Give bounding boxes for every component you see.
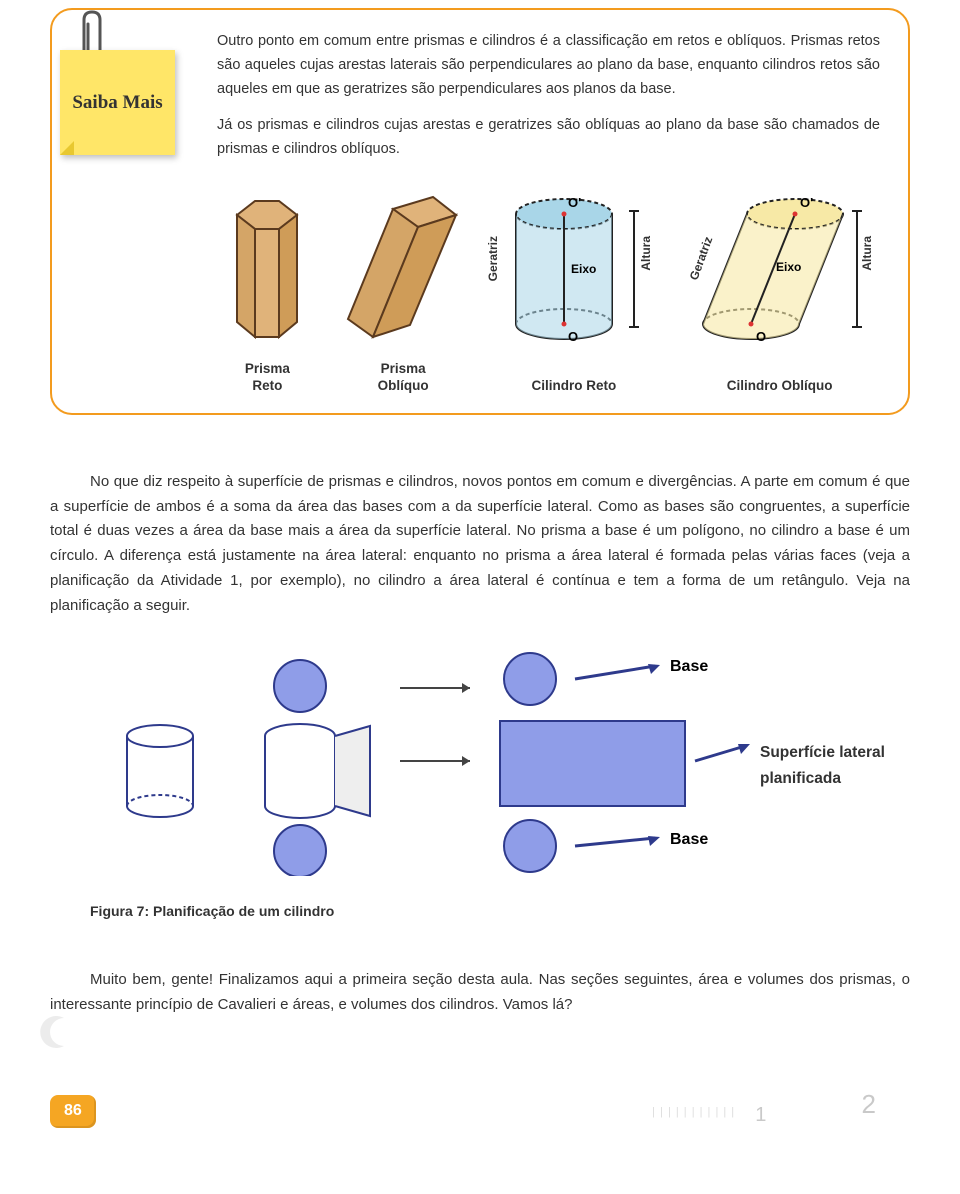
svg-prisma-reto: [217, 187, 317, 347]
lbl-altura-o: Altura: [858, 236, 878, 271]
lbl-base-top: Base: [670, 658, 708, 675]
shape-prisma-reto: Prisma Reto: [217, 187, 317, 395]
ruler-marks: | | | | | | | | | | | 1 2: [652, 1085, 880, 1128]
saiba-p1: Outro ponto em comum entre prismas e cil…: [217, 30, 880, 102]
lbl-geratriz-r: Geratriz: [484, 236, 504, 281]
svg-text:O: O: [568, 329, 578, 344]
shape-cilindro-obliquo: O' O Eixo Geratriz Altura Cilindro Oblíq…: [680, 189, 880, 395]
svg-text:O': O': [800, 195, 813, 210]
lbl-lateral: Superfície lateral planificada: [760, 740, 885, 791]
moon-icon: [40, 1004, 74, 1038]
sticky-note: Saiba Mais: [60, 50, 175, 155]
saiba-p2: Já os prismas e cilindros cujas arestas …: [217, 114, 880, 162]
svg-text:Eixo: Eixo: [776, 260, 801, 274]
svg-text:O': O': [568, 195, 581, 210]
cap-prisma-obliquo: Prisma Oblíquo: [338, 360, 468, 395]
svg-text:O: O: [756, 329, 766, 344]
cap-cilindro-reto: Cilindro Reto: [489, 377, 659, 395]
sticky-note-wrap: Saiba Mais: [40, 50, 195, 155]
svg-planificacao: Base Base: [90, 646, 870, 876]
shape-prisma-obliquo: Prisma Oblíquo: [338, 187, 468, 395]
footer: 86 | | | | | | | | | | | 1 2: [50, 1068, 910, 1128]
fig-caption: Figura 7: Planificação de um cilindro: [90, 900, 910, 923]
svg-cilindro-obliquo: O' O Eixo: [680, 189, 880, 364]
lbl-altura-r: Altura: [637, 236, 657, 271]
shapes-row: Prisma Reto Prisma Oblíquo: [217, 187, 880, 395]
cap-prisma-reto: Prisma Reto: [217, 360, 317, 395]
body-paragraph: No que diz respeito à superfície de pris…: [50, 470, 910, 619]
page-number-badge: 86: [50, 1095, 96, 1127]
lbl-base-bot: Base: [670, 831, 708, 848]
svg-text:Eixo: Eixo: [571, 262, 596, 276]
closing-paragraph: Muito bem, gente! Finalizamos aqui a pri…: [50, 968, 910, 1018]
shape-cilindro-reto: O' O Eixo Geratriz Altura Cilindro Reto: [489, 189, 659, 395]
saiba-mais-text: Outro ponto em comum entre prismas e cil…: [217, 30, 880, 162]
ruler-2: 2: [862, 1089, 880, 1119]
svg-prisma-obliquo: [338, 187, 468, 347]
cap-cilindro-obliquo: Cilindro Oblíquo: [680, 377, 880, 395]
ruler-1: 1: [755, 1104, 770, 1126]
planif-figure: Base Base Superfície lateral planificada…: [90, 646, 910, 923]
saiba-mais-box: Saiba Mais Outro ponto em comum entre pr…: [50, 8, 910, 415]
svg-cilindro-reto: O' O Eixo: [489, 189, 659, 364]
sticky-label: Saiba Mais: [72, 87, 162, 118]
